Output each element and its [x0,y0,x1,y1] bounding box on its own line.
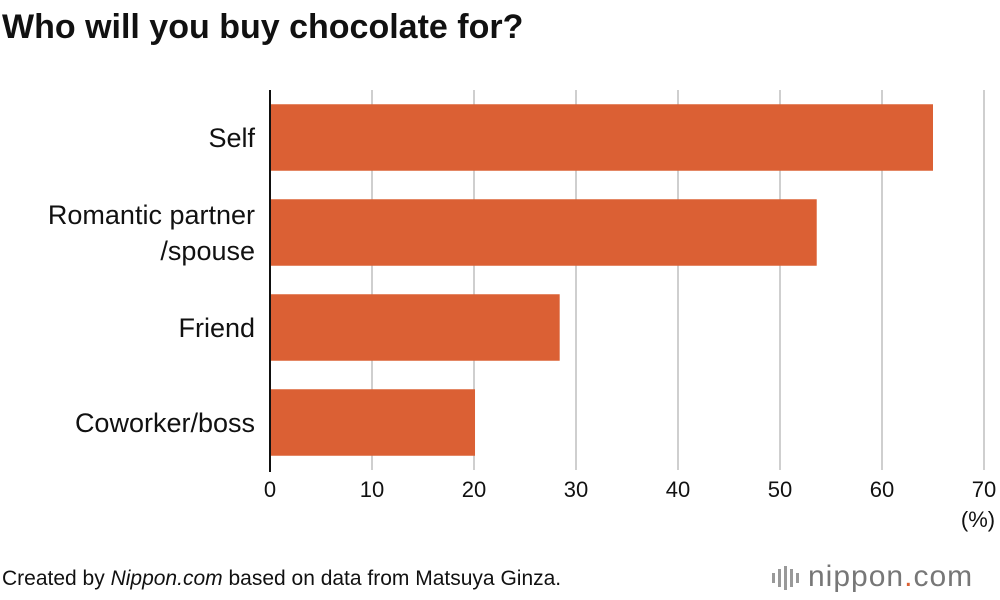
bar [270,294,560,361]
y-tick-label: Friend [178,312,255,343]
source-text: based on data from Matsuya Ginza. [222,567,562,590]
logo-icon [772,566,799,590]
x-tick-label: 0 [264,477,276,502]
x-tick-label: 70 [972,477,996,502]
chart-title: Who will you buy chocolate for? [2,8,524,46]
logo-dot: . [904,560,914,593]
x-tick-label: 30 [564,477,588,502]
y-tick-label: Self [208,122,255,153]
y-tick-label: Romantic partner /spouse [47,199,255,266]
source-note: Created by Nippon.com based on data from… [2,567,561,591]
x-tick-label: 40 [666,477,690,502]
logo: nippon.com [808,560,973,594]
logo-suffix: com [913,560,974,593]
source-emphasis: Nippon.com [110,567,223,590]
bar [270,389,476,456]
logo-name: nippon [808,560,905,593]
x-axis-unit: (%) [961,507,995,532]
source-text: Created by [2,567,111,590]
x-tick-label: 60 [870,477,894,502]
x-tick-label: 10 [360,477,384,502]
bar [270,199,817,266]
y-tick-label: Coworker/boss [74,407,255,438]
x-tick-label: 50 [768,477,792,502]
bar [270,104,933,171]
x-tick-label: 20 [462,477,486,502]
